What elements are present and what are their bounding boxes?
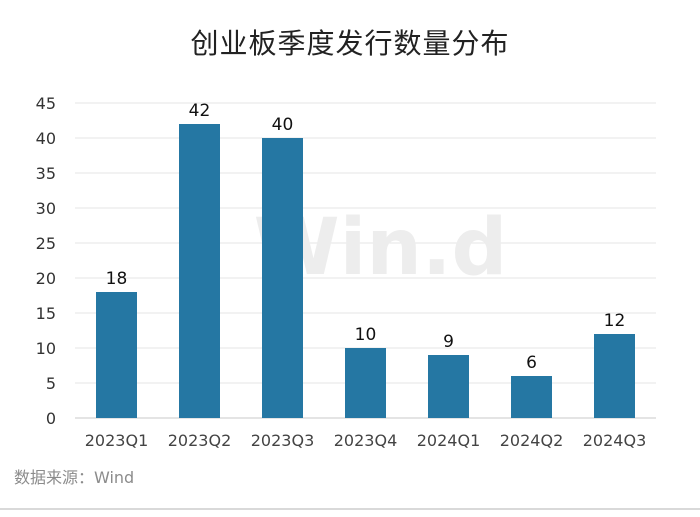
- bar-2024Q1: [428, 355, 469, 418]
- y-tick-label: 40: [36, 129, 56, 148]
- y-tick-label: 10: [36, 339, 56, 358]
- bar-2023Q2: [179, 124, 220, 418]
- chart-title: 创业板季度发行数量分布: [190, 27, 510, 60]
- x-tick-label: 2023Q1: [85, 431, 149, 450]
- y-tick-label: 30: [36, 199, 56, 218]
- x-axis: 2023Q1 2023Q2 2023Q3 2023Q4 2024Q1 2024Q2 2024…: [85, 431, 647, 450]
- x-tick-label: 2023Q4: [334, 431, 398, 450]
- x-tick-label: 2023Q2: [168, 431, 232, 450]
- x-tick-label: 2024Q3: [583, 431, 647, 450]
- data-label-2023Q2: 42: [189, 101, 211, 121]
- data-label-2024Q1: 9: [443, 332, 454, 352]
- y-tick-label: 5: [46, 374, 56, 393]
- data-label-2023Q3: 40: [272, 115, 294, 135]
- y-tick-label: 15: [36, 304, 56, 323]
- y-axis: 0 5 10 15 20 25 30 35 40 45: [36, 94, 56, 428]
- data-labels: 18 42 40 10 9 6 12: [106, 101, 626, 373]
- bar-2023Q4: [345, 348, 386, 418]
- bottom-divider: [0, 508, 700, 510]
- y-tick-label: 35: [36, 164, 56, 183]
- data-label-2024Q3: 12: [604, 311, 626, 331]
- y-tick-label: 45: [36, 94, 56, 113]
- bars: [96, 124, 635, 418]
- y-tick-label: 0: [46, 409, 56, 428]
- bar-2024Q3: [594, 334, 635, 418]
- bar-2023Q3: [262, 138, 303, 418]
- data-label-2023Q4: 10: [355, 325, 377, 345]
- data-label-2024Q2: 6: [526, 353, 537, 373]
- data-label-2023Q1: 18: [106, 269, 128, 289]
- bar-2024Q2: [511, 376, 552, 418]
- y-tick-label: 25: [36, 234, 56, 253]
- x-tick-label: 2023Q3: [251, 431, 315, 450]
- x-tick-label: 2024Q2: [500, 431, 564, 450]
- y-tick-label: 20: [36, 269, 56, 288]
- x-tick-label: 2024Q1: [417, 431, 481, 450]
- bar-2023Q1: [96, 292, 137, 418]
- source-note: 数据来源：Wind: [14, 468, 135, 487]
